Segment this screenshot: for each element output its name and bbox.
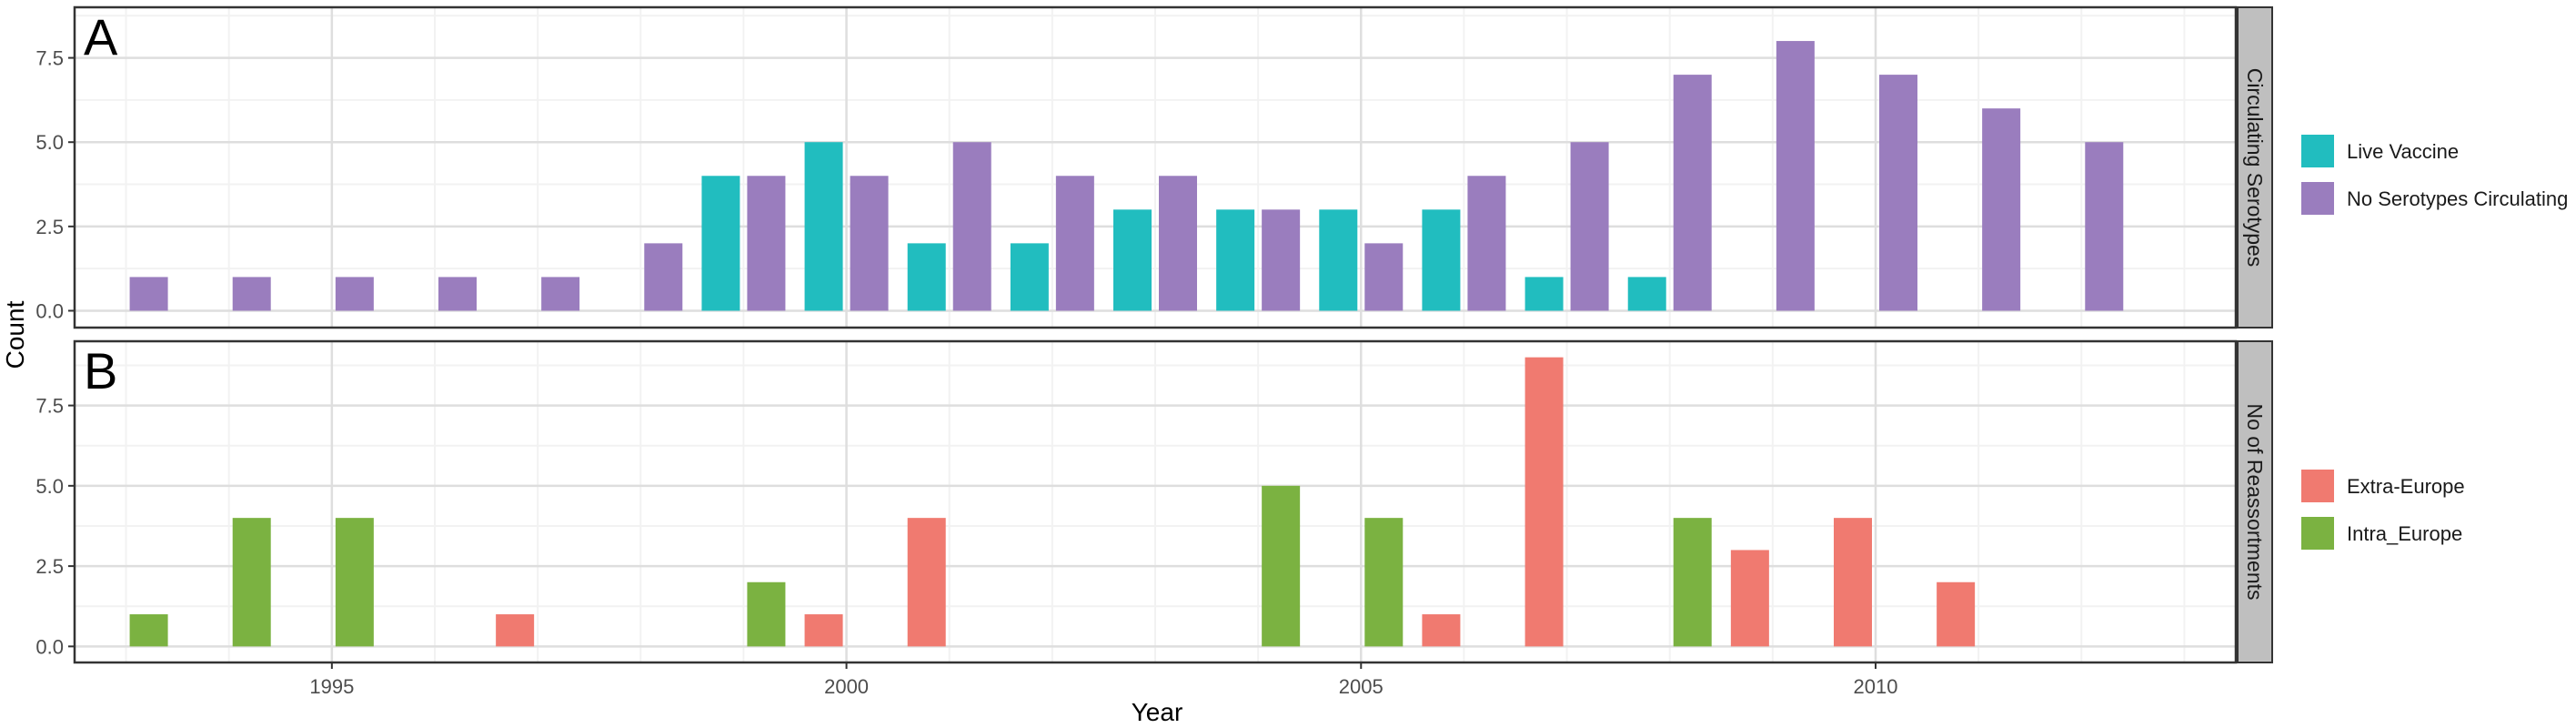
bar-intra-europe [232,518,271,647]
bar-live-vaccine [1319,209,1358,311]
bar-intra-europe [1673,518,1712,647]
bar-no-serotypes-circulating [438,277,477,311]
legend-label: Live Vaccine [2347,140,2459,163]
x-tick-label: 1995 [309,675,354,698]
bar-no-serotypes-circulating [1776,41,1815,311]
y-tick-label: 7.5 [35,395,64,418]
facet-strip-label: Circulating Serotypes [2243,68,2267,268]
bar-no-serotypes-circulating [1570,142,1609,311]
legend-label: No Serotypes Circulating [2347,187,2568,210]
bar-no-serotypes-circulating [850,176,889,311]
x-tick-label: 2000 [824,675,869,698]
bar-intra-europe [1364,518,1404,647]
y-tick-label: 0.0 [35,635,64,658]
bar-no-serotypes-circulating [1879,75,1917,311]
bar-intra-europe [1262,485,1301,647]
bar-no-serotypes-circulating [1467,176,1506,311]
bar-extra-europe [1937,581,1976,647]
bar-extra-europe [1834,518,1872,647]
bar-extra-europe [1422,614,1461,647]
y-tick-label: 2.5 [35,216,64,238]
legend-swatch [2301,470,2334,502]
x-axis-title: Year [1132,698,1183,726]
facet-strip [2237,6,2273,329]
bar-no-serotypes-circulating [1055,176,1094,311]
bar-no-serotypes-circulating [1673,75,1712,311]
bar-intra-europe [129,614,168,647]
x-tick-label: 2010 [1854,675,1898,698]
legend-panel-a: Live Vaccine No Serotypes Circulating [2301,135,2568,215]
legend-label: Intra_Europe [2347,522,2462,545]
legend-panel-b: Extra-Europe Intra_Europe [2301,470,2465,550]
legend-swatch [2301,517,2334,550]
panel-border [73,339,2238,664]
bar-intra-europe [747,581,786,647]
bar-live-vaccine [804,142,843,311]
panel-border [73,5,2238,329]
bar-live-vaccine [701,176,740,311]
bar-extra-europe [907,518,946,647]
y-axis-title: Count [1,300,29,369]
bar-intra-europe [335,518,374,647]
bar-live-vaccine [1422,209,1461,311]
facet-strip [2237,340,2273,663]
bar-extra-europe [1730,550,1769,647]
legend-swatch [2301,182,2334,215]
bar-extra-europe [496,614,535,647]
bar-no-serotypes-circulating [541,277,580,311]
panel-a: A Circulating Serotypes [73,5,2273,329]
y-tick-label: 2.5 [35,555,64,578]
bar-live-vaccine [1113,209,1152,311]
bar-no-serotypes-circulating [644,243,683,311]
bar-no-serotypes-circulating [1982,108,2021,311]
bar-no-serotypes-circulating [1159,176,1197,311]
bar-no-serotypes-circulating [1364,243,1404,311]
bar-no-serotypes-circulating [129,277,168,311]
y-tick-label: 5.0 [35,475,64,498]
y-tick-label: 0.0 [35,299,64,322]
legend-label: Extra-Europe [2347,475,2465,498]
legend-swatch [2301,135,2334,167]
bar-no-serotypes-circulating [747,176,786,311]
bar-live-vaccine [1627,277,1666,311]
bar-no-serotypes-circulating [2085,142,2124,311]
bar-live-vaccine [1524,277,1564,311]
panel-letter: A [84,8,118,66]
bar-no-serotypes-circulating [232,277,271,311]
y-tick-label: 5.0 [35,131,64,154]
facet-strip-label: No of Reassortments [2243,403,2267,600]
bar-live-vaccine [1010,243,1049,311]
bar-no-serotypes-circulating [335,277,374,311]
bar-live-vaccine [907,243,946,311]
x-tick-label: 2005 [1339,675,1384,698]
panel-letter: B [84,342,117,399]
y-tick-label: 7.5 [35,47,64,70]
bar-no-serotypes-circulating [1262,209,1301,311]
bar-live-vaccine [1216,209,1255,311]
bar-no-serotypes-circulating [952,142,991,311]
bar-extra-europe [804,614,843,647]
bar-extra-europe [1524,357,1564,647]
panel-b: B No of Reassortments [73,339,2273,664]
